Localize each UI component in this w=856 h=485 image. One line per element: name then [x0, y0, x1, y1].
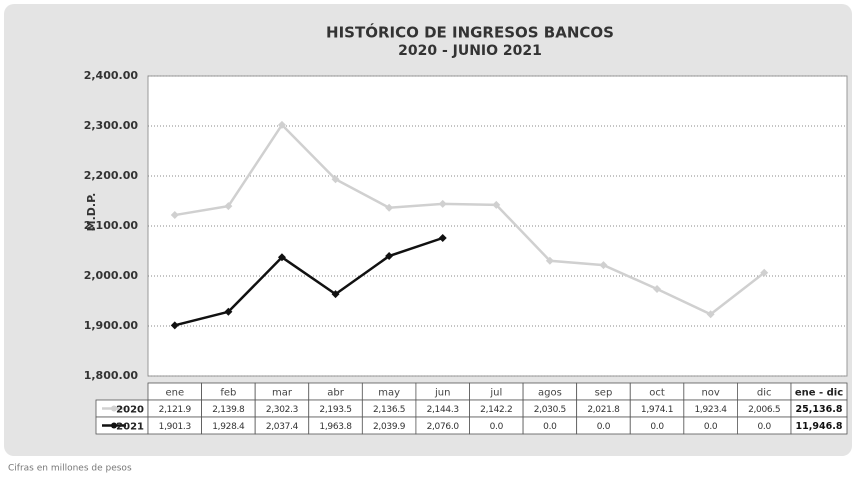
x-tick-label: oct	[649, 388, 665, 399]
point-marker	[653, 284, 662, 293]
point-marker	[438, 234, 447, 242]
y-tick-label: 1,800.00	[84, 369, 139, 382]
table-value: 2,302.3	[266, 405, 298, 415]
y-tick-label: 2,300.00	[84, 119, 139, 132]
y-tick-label: 2,400.00	[84, 69, 139, 82]
table-total: 25,136.8	[796, 404, 843, 415]
x-tick-label: feb	[220, 388, 236, 399]
table-value: 1,928.4	[212, 422, 245, 432]
x-tick-label: sep	[595, 388, 613, 399]
legend-swatch-marker	[111, 405, 117, 412]
x-tick-label: mar	[272, 388, 293, 399]
point-marker	[599, 261, 608, 270]
x-tick-label: ene	[165, 388, 184, 399]
y-tick-label: 2,100.00	[84, 219, 139, 232]
x-tick-label: jun	[434, 388, 450, 399]
point-marker	[706, 310, 715, 319]
table-value: 1,974.1	[641, 405, 673, 415]
table-value: 2,193.5	[319, 405, 351, 415]
y-tick-label: 2,200.00	[84, 169, 139, 182]
table-value: 2,039.9	[373, 422, 406, 432]
legend-label: 2020	[116, 405, 144, 416]
table-value: 1,901.3	[159, 422, 191, 432]
legend-label: 2021	[116, 422, 144, 433]
table-value: 1,963.8	[319, 422, 352, 432]
table-cell	[790, 416, 848, 435]
table-value: 0.0	[543, 422, 557, 432]
table-value: 2,021.8	[587, 405, 620, 415]
y-tick-label: 2,000.00	[84, 269, 139, 282]
table-value: 0.0	[490, 422, 504, 432]
y-tick-label: 1,900.00	[84, 319, 139, 332]
x-tick-label: agos	[538, 388, 562, 399]
x-tick-label: dic	[757, 388, 772, 399]
legend-swatch-marker	[111, 422, 117, 429]
x-tick-label: abr	[327, 388, 344, 399]
table-value: 2,037.4	[266, 422, 299, 432]
point-marker	[170, 211, 179, 220]
x-tick-label: jul	[489, 388, 502, 399]
point-marker	[438, 199, 447, 208]
table-value: 2,139.8	[212, 405, 245, 415]
table-value: 2,121.9	[159, 405, 192, 415]
point-marker	[277, 253, 286, 262]
chart-title: HISTÓRICO DE INGRESOS BANCOS	[326, 23, 614, 42]
chart-subtitle: 2020 - JUNIO 2021	[398, 43, 542, 59]
table-value: 2,144.3	[427, 405, 459, 415]
point-marker	[385, 252, 394, 261]
y-axis-label: M.D.P.	[85, 193, 98, 232]
point-marker	[224, 202, 233, 211]
table-value: 2,136.5	[373, 405, 405, 415]
footnote: Cifras en millones de pesos	[8, 464, 132, 474]
table-value: 2,030.5	[534, 405, 566, 415]
point-marker	[545, 256, 554, 265]
point-marker	[331, 290, 340, 299]
x-tick-label: may	[378, 388, 400, 399]
table-value: 0.0	[704, 422, 718, 432]
point-marker	[331, 175, 340, 184]
table-total: 11,946.8	[796, 421, 843, 432]
table-header: ene - dic	[795, 388, 843, 399]
point-marker	[170, 321, 179, 330]
series-line	[174, 236, 444, 327]
table-value: 0.0	[650, 422, 664, 432]
series-line	[174, 122, 765, 316]
table-value: 0.0	[597, 422, 611, 432]
table-value: 0.0	[757, 422, 771, 432]
point-marker	[492, 200, 501, 209]
point-marker	[385, 203, 394, 212]
x-tick-label: nov	[701, 388, 719, 399]
table-value: 1,923.4	[694, 405, 727, 415]
point-marker	[224, 307, 233, 316]
point-marker	[277, 120, 286, 129]
table-value: 2,076.0	[427, 422, 460, 432]
table-value: 2,006.5	[748, 405, 780, 415]
point-marker	[760, 268, 769, 277]
table-value: 2,142.2	[480, 405, 512, 415]
